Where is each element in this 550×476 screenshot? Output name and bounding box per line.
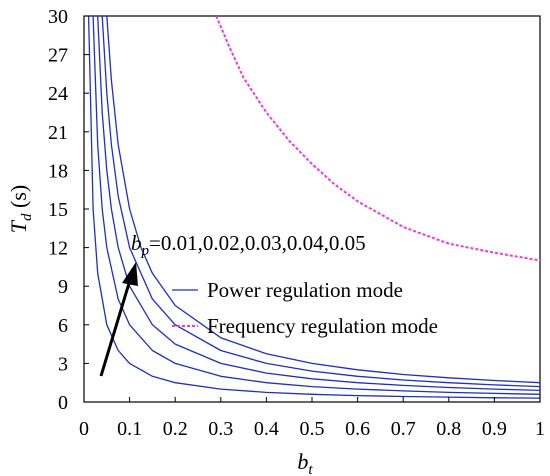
x-tick-label: 0.1 <box>117 418 142 440</box>
y-tick-label: 0 <box>58 392 68 414</box>
y-axis-label-main: T <box>6 219 31 233</box>
series-power-regulation-bp-0.03 <box>97 15 541 392</box>
y-tick-label: 24 <box>48 83 68 105</box>
y-ticks: 0 3 6 9 12 15 18 21 24 27 30 <box>48 6 89 414</box>
x-tick-label: 0.6 <box>345 418 370 440</box>
plot-frame <box>83 15 541 403</box>
svg-text:Td (s): Td (s) <box>6 185 35 233</box>
svg-text:bt: bt <box>297 449 313 476</box>
x-tick-label: 0 <box>79 418 89 440</box>
x-ticks: 0 0.1 0.2 0.3 0.4 0.5 0.6 0.7 0.8 0.9 1 <box>79 397 545 440</box>
x-axis-label-sub: t <box>308 462 313 476</box>
curves <box>87 15 541 399</box>
x-tick-label: 0.5 <box>300 418 325 440</box>
legend-label-power: Power regulation mode <box>207 278 403 302</box>
y-tick-label: 6 <box>58 315 68 337</box>
series-power-regulation-bp-0.02 <box>92 15 541 395</box>
x-tick-label: 0.7 <box>391 418 416 440</box>
legend: Power regulation mode Frequency regulati… <box>172 278 438 338</box>
y-axis-label-unit: (s) <box>6 185 31 214</box>
series-power-regulation-bp-0.04 <box>101 15 541 388</box>
y-tick-label: 30 <box>48 6 68 28</box>
y-tick-label: 27 <box>48 45 68 67</box>
y-tick-label: 15 <box>48 199 68 221</box>
x-tick-label: 0.9 <box>482 418 507 440</box>
annotation-sub: p <box>141 243 150 259</box>
annotation-text: =0.01,0.02,0.03,0.04,0.05 <box>149 231 366 255</box>
x-tick-label: 0.3 <box>208 418 233 440</box>
bp-arrow-shaft <box>99 279 132 377</box>
y-tick-label: 9 <box>58 276 68 298</box>
plot-area: 0 0.1 0.2 0.3 0.4 0.5 0.6 0.7 0.8 0.9 1 0 3 6 9 12 15 18… <box>48 6 545 440</box>
x-tick-label: 0.4 <box>254 418 279 440</box>
legend-label-frequency: Frequency regulation mode <box>207 314 438 338</box>
bp-arrow-head <box>122 262 138 286</box>
y-tick-label: 12 <box>48 238 68 260</box>
y-axis-title: Td (s) <box>6 185 35 233</box>
x-axis-title: bt <box>297 449 313 476</box>
x-tick-label: 1 <box>535 418 545 440</box>
y-tick-label: 3 <box>58 353 68 375</box>
x-axis-label-main: b <box>297 449 308 474</box>
annotation-main: b <box>131 231 142 255</box>
x-tick-label: 0.2 <box>163 418 188 440</box>
series-power-regulation-bp-0.01 <box>87 15 541 399</box>
y-tick-label: 18 <box>48 160 68 182</box>
svg-text:bp=0.01,0.02,0.03,0.04,0.05: bp=0.01,0.02,0.03,0.04,0.05 <box>131 231 366 259</box>
series-frequency-regulation <box>215 15 541 262</box>
y-tick-label: 21 <box>48 122 68 144</box>
series-power-regulation-bp-0.05 <box>106 15 541 384</box>
x-tick-label: 0.8 <box>436 418 461 440</box>
annotation: bp=0.01,0.02,0.03,0.04,0.05 <box>99 231 366 377</box>
y-axis-label-sub: d <box>19 213 35 221</box>
